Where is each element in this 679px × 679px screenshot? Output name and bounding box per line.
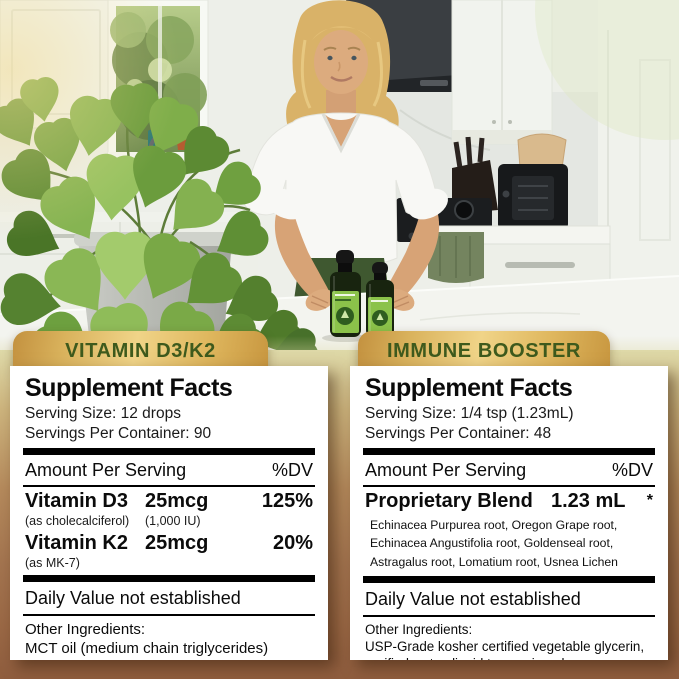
- nutrient-dv: 20%: [272, 531, 313, 554]
- thick-rule: [363, 448, 655, 456]
- other-ingredients-value: MCT oil (medium chain triglycerides): [25, 639, 269, 657]
- nutrient-dv: *: [646, 492, 653, 510]
- dropper-bottle-left: [322, 250, 368, 342]
- nutrient-amount: 1.23 mL: [551, 490, 626, 513]
- right-counter: [423, 225, 611, 291]
- dv-header-label: %DV: [271, 460, 313, 481]
- amount-header-row: Amount Per Serving %DV: [363, 455, 655, 488]
- serving-size: Serving Size: 1/4 tsp (1.23mL): [365, 405, 574, 422]
- dv-footnote: Daily Value not established: [23, 582, 315, 616]
- amount-per-serving-label: Amount Per Serving: [25, 460, 187, 481]
- supplement-facts-title: Supplement Facts: [25, 374, 233, 402]
- other-ingredients-label: Other Ingredients:: [365, 621, 473, 637]
- nutrient-name: Proprietary Blend: [365, 490, 533, 513]
- other-ingredients-value: USP-Grade kosher certified vegetable gly…: [365, 639, 645, 660]
- arms: [265, 188, 449, 311]
- warm-light: [0, 0, 180, 240]
- nutrient-source: (as cholecalciferol): [25, 514, 130, 529]
- vitamin-d3-k2-tab: VITAMIN D3/K2: [13, 331, 268, 371]
- nutrient-name: Vitamin D3: [25, 490, 128, 513]
- nutrient-amount-alt: (1,000 IU): [145, 514, 201, 529]
- kitchen-photo-svg: [0, 0, 679, 385]
- nutrient-row-proprietary-blend: Proprietary Blend 1.23 mL *: [363, 487, 655, 512]
- thick-rule: [363, 575, 655, 583]
- dv-header-label: %DV: [611, 460, 653, 481]
- amount-per-serving-label: Amount Per Serving: [365, 460, 527, 481]
- right-cabinets: [451, 0, 679, 288]
- thick-rule: [23, 574, 315, 582]
- nutrient-amount: 25mcg: [145, 490, 209, 513]
- vitamin-d3-k2-tab-label: VITAMIN D3/K2: [65, 339, 216, 362]
- supplement-facts-panel-d3k2: Supplement Facts Serving Size: 12 drops …: [10, 366, 328, 660]
- coffee-machine: [498, 133, 568, 230]
- nutrient-name: Vitamin K2: [25, 531, 128, 554]
- face: [314, 30, 368, 94]
- supplement-facts-title: Supplement Facts: [365, 374, 573, 402]
- thick-rule: [23, 448, 315, 456]
- immune-booster-tab: IMMUNE BOOSTER: [358, 331, 610, 371]
- amount-header-row: Amount Per Serving %DV: [23, 455, 315, 488]
- supplement-facts-panel-immune: Supplement Facts Serving Size: 1/4 tsp (…: [350, 366, 668, 660]
- other-ingredients-label: Other Ingredients:: [25, 620, 146, 638]
- immune-booster-tab-label: IMMUNE BOOSTER: [387, 339, 581, 362]
- servings-per-container: Servings Per Container: 90: [25, 425, 212, 443]
- nutrient-row-vitamin-k2: Vitamin K2 (as MK-7) 25mcg 20%: [23, 529, 315, 570]
- kitchen-photo: [0, 0, 679, 385]
- servings-per-container: Servings Per Container: 48: [365, 425, 552, 443]
- nutrient-amount: 25mcg: [145, 531, 209, 554]
- blend-ingredients: Echinacea Purpurea root, Oregon Grape ro…: [370, 518, 618, 569]
- dv-footnote: Daily Value not established: [363, 583, 655, 617]
- nutrient-source: (as MK-7): [25, 555, 80, 570]
- serving-size: Serving Size: 12 drops: [25, 405, 181, 422]
- nutrient-dv: 125%: [261, 490, 313, 513]
- nutrient-row-vitamin-d3: Vitamin D3 (as cholecalciferol) 25mcg (1…: [23, 487, 315, 528]
- cool-light: [535, 0, 679, 140]
